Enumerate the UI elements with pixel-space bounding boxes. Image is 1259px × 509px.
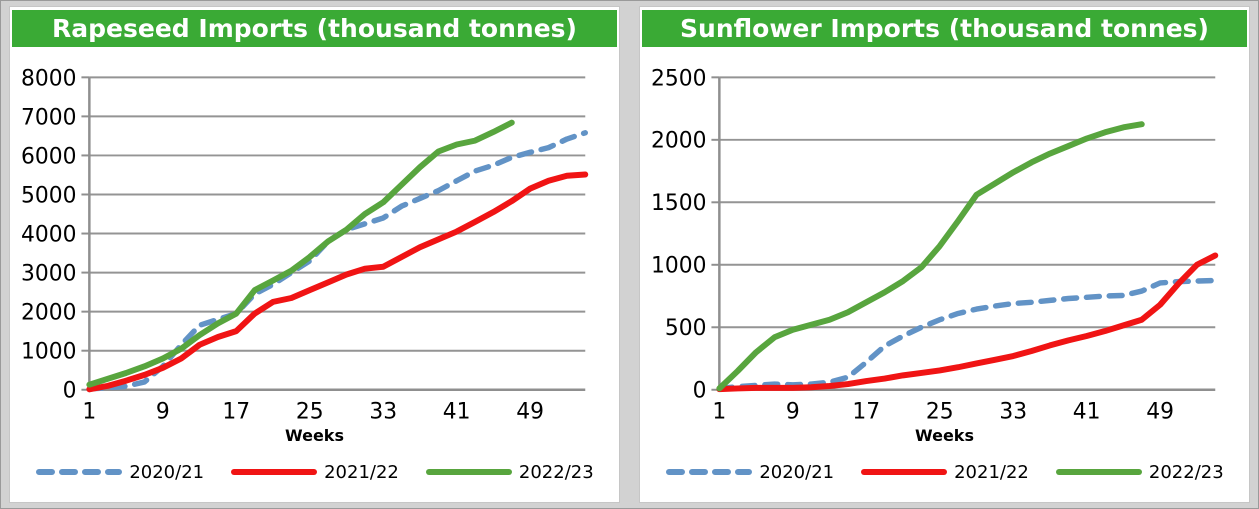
legend-item-2021-22: 2021/22 [230,462,399,483]
y-tick-label: 1000 [651,254,706,279]
x-tick-label: 33 [369,400,397,425]
y-tick-label: 7000 [21,105,76,130]
x-tick-label: 17 [222,400,250,425]
y-tick-label: 2000 [21,301,76,326]
legend-item-2020-21: 2020/21 [35,462,204,483]
rapeseed-chart-plot: 0 1000 2000 3000 4000 5000 6000 7000 8000 1 9 17 25 3… [21,66,589,425]
legend-series-label: 2022/23 [518,461,594,483]
y-tick-label: 1000 [21,340,76,365]
y-tick-label: 3000 [21,262,76,287]
x-tick-label: 1 [712,400,726,425]
legend-series-label: 2020/21 [129,461,205,483]
legend-item-2021-22: 2021/22 [860,462,1029,483]
series-line-2022-23 [86,119,515,388]
x-tick-label: 25 [296,400,324,425]
sunflower-chart-title: Sunflower Imports (thousand tonnes) [642,10,1247,47]
legend-series-label: 2020/21 [759,461,835,483]
y-tick-label: 0 [63,379,77,404]
y-tick-label: 4000 [21,222,76,247]
series-line-2021-22 [716,252,1219,393]
x-tick-label: 25 [926,400,954,425]
x-tick-label: 17 [852,400,880,425]
y-tick-label: 8000 [21,66,76,91]
legend-line-sample [231,469,318,475]
y-tick-label: 6000 [21,144,76,169]
y-tick-label: 5000 [21,183,76,208]
x-tick-label: 49 [1146,400,1174,425]
legend-item-2022-23: 2022/23 [1055,462,1224,483]
x-tick-label: 49 [516,400,544,425]
series-line-2020-21 [716,277,1218,392]
x-tick-label: 41 [1073,400,1101,425]
y-tick-label: 0 [693,379,707,404]
legend-series-label: 2021/22 [324,461,399,483]
x-tick-label: 9 [786,400,800,425]
y-tick-label: 500 [665,316,707,341]
x-tick-label: 41 [443,400,471,425]
series-line-2021-22 [86,171,589,393]
sunflower-legend: 2020/21 2021/22 2022/23 [642,460,1247,484]
legend-item-2022-23: 2022/23 [425,462,594,483]
x-tick-label: 1 [82,400,96,425]
sunflower-x-axis-label: Weeks [915,426,974,445]
legend-item-2020-21: 2020/21 [665,462,834,483]
x-tick-label: 9 [156,400,170,425]
sunflower-chart-plot: 0 500 1000 1500 2000 2500 1 9 17 25 33 41 49 [651,66,1219,425]
legend-line-sample [861,469,948,475]
rapeseed-x-axis-label: Weeks [285,426,344,445]
legend-line-sample [36,469,123,475]
legend-line-sample [425,469,512,475]
legend-series-label: 2021/22 [954,461,1029,483]
x-tick-label: 33 [999,400,1027,425]
y-tick-label: 2000 [651,129,706,154]
y-tick-label: 1500 [651,191,706,216]
rapeseed-chart-title: Rapeseed Imports (thousand tonnes) [12,10,617,47]
legend-line-sample [1055,469,1142,475]
legend-series-label: 2022/23 [1148,461,1224,483]
sunflower-chart-panel: Sunflower Imports (thousand tonnes) 0 500… [639,6,1250,503]
rapeseed-chart-panel: Rapeseed Imports (thousand tonnes) 0 1000… [9,6,620,503]
legend-line-sample [666,469,753,475]
y-tick-label: 2500 [651,66,706,91]
rapeseed-legend: 2020/21 2021/22 2022/23 [12,460,617,484]
series-line-2022-23 [716,121,1145,392]
